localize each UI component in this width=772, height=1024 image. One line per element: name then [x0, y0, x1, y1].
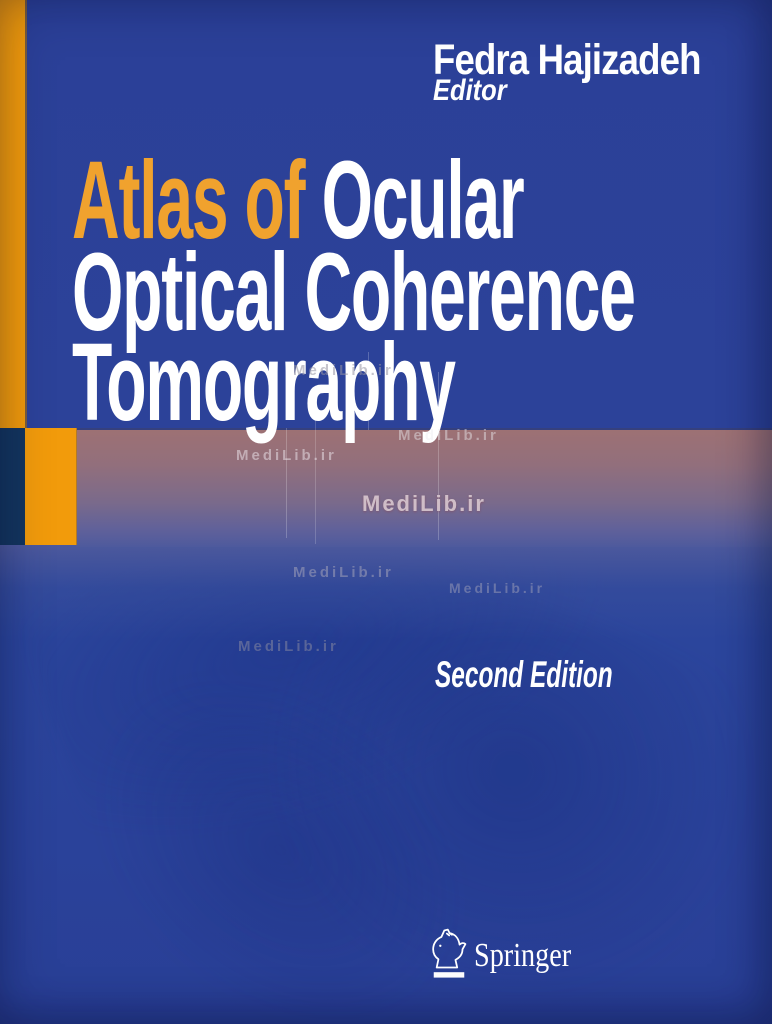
- orange-block: [25, 428, 77, 545]
- watermark: MediLib.ir: [362, 491, 486, 516]
- navy-block: [0, 428, 25, 545]
- publisher-name: Springer: [474, 937, 572, 974]
- watermark: MediLib.ir: [293, 564, 394, 581]
- hairline-decoration: [368, 352, 369, 430]
- watermark: MediLib.ir: [398, 427, 499, 444]
- edition-label: Second Edition: [435, 654, 613, 695]
- watermark: MediLib.ir: [236, 447, 337, 464]
- watermark: MediLib.ir: [293, 362, 394, 379]
- book-title-line3: Tomography: [72, 321, 456, 444]
- watermark: MediLib.ir: [449, 580, 546, 596]
- hairline-decoration: [286, 428, 287, 538]
- hairline-decoration: [315, 392, 316, 544]
- hairline-decoration: [438, 372, 439, 540]
- editor-label: Editor: [433, 74, 507, 107]
- author-name: Fedra Hajizadeh: [433, 36, 701, 84]
- book-title-line1: Atlas of Ocular: [72, 146, 525, 256]
- springer-horse-icon: [432, 928, 467, 978]
- watermark: MediLib.ir: [238, 638, 339, 655]
- mauve-band: [76, 428, 772, 547]
- band-fade: [0, 545, 772, 640]
- title-line1-rest: Ocular: [321, 139, 525, 262]
- book-title-line2: Optical Coherence: [72, 231, 636, 354]
- title-accent-text: Atlas of: [72, 139, 322, 262]
- orange-sidebar: [0, 0, 27, 428]
